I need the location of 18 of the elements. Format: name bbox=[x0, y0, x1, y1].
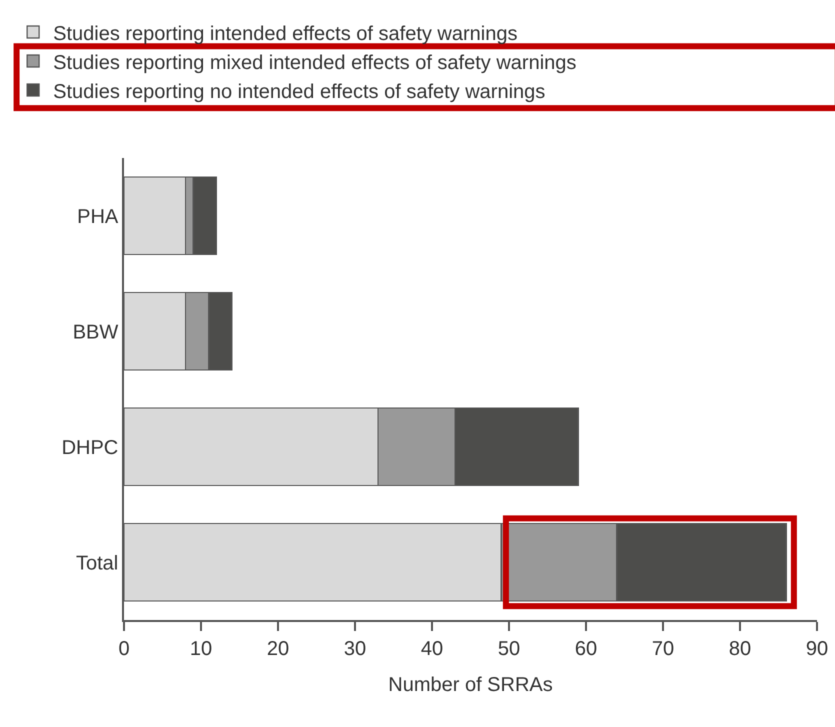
y-tick-label: Total bbox=[76, 552, 118, 574]
x-tick-label: 70 bbox=[652, 638, 674, 660]
x-tick-label: 40 bbox=[420, 638, 444, 660]
x-tick-label: 90 bbox=[806, 638, 828, 660]
x-tick-label: 30 bbox=[344, 638, 366, 660]
x-tick-label: 80 bbox=[728, 638, 752, 660]
x-tick-label: 0 bbox=[118, 638, 130, 660]
x-tick-label: 10 bbox=[190, 638, 212, 660]
legend-label: Studies reporting mixed intended effects of safety warnings bbox=[53, 52, 576, 74]
x-tick-label: 20 bbox=[266, 638, 290, 660]
y-tick-label: PHA bbox=[77, 206, 119, 228]
x-tick-label: 50 bbox=[498, 638, 520, 660]
y-tick-label: DHPC bbox=[62, 436, 118, 459]
x-tick-label: 60 bbox=[574, 638, 598, 660]
x-axis-title: Number of SRRAs bbox=[388, 674, 553, 696]
y-tick-label: BBW bbox=[72, 321, 118, 344]
legend-label: Studies reporting no intended effects of safety warnings bbox=[53, 80, 546, 103]
legend-label: Studies reporting intended effects of safety warnings bbox=[53, 22, 518, 45]
